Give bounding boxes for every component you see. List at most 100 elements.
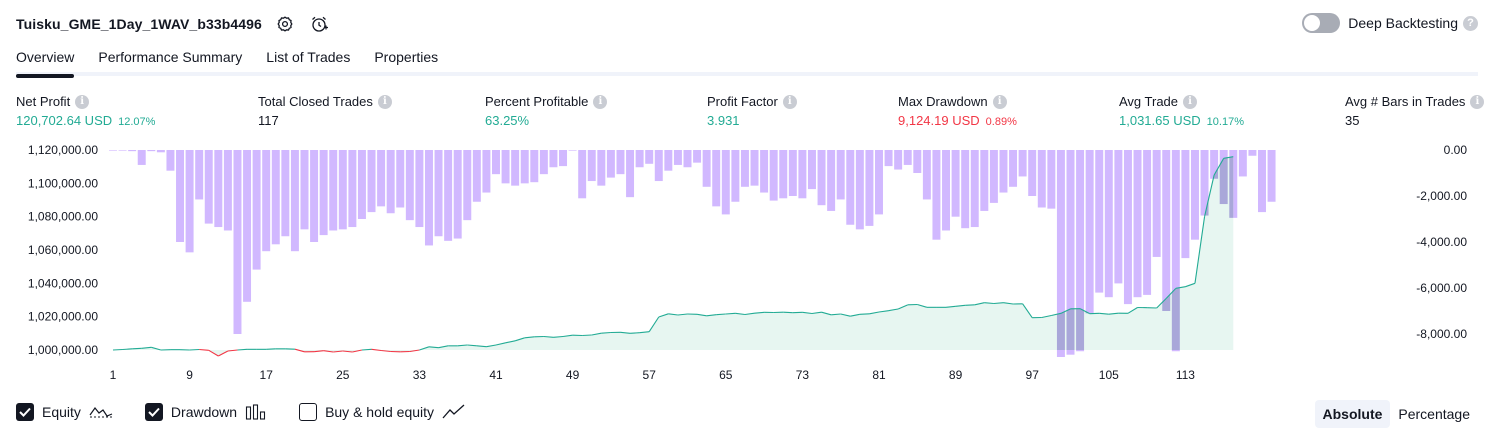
equity-line-segment — [725, 312, 736, 315]
metric-max-drawdown: Max Drawdown i 9,124.19 USD 0.89% — [898, 94, 1017, 128]
drawdown-bar — [683, 150, 692, 168]
drawdown-bar — [836, 150, 845, 200]
drawdown-bar — [482, 150, 491, 193]
drawdown-bar — [673, 150, 682, 165]
right-axis-tick: -4,000.00 — [1416, 235, 1467, 249]
drawdown-bar — [415, 150, 424, 228]
equity-line-segment — [514, 337, 525, 342]
equity-line-segment — [859, 313, 870, 315]
drawdown-bar — [875, 150, 883, 215]
drawdown-bar — [271, 150, 280, 245]
buy-hold-checkbox[interactable] — [299, 403, 318, 421]
metrics-row: Net Profit i 120,702.64 USD 12.07% Total C… — [0, 94, 1494, 134]
drawdown-bar — [530, 150, 539, 183]
deep-backtesting-toggle[interactable] — [1302, 13, 1341, 33]
info-icon[interactable]: i — [1470, 94, 1485, 109]
equity-checkbox[interactable] — [16, 403, 34, 421]
right-axis: 0.00 -2,000.00 -4,000.00 -6,000.00 -8,000.00 — [1416, 143, 1467, 341]
equity-line-segment — [984, 302, 994, 305]
drawdown-bar — [1181, 150, 1190, 259]
equity-area-fill — [113, 156, 1234, 356]
info-icon[interactable]: i — [1183, 94, 1198, 109]
info-icon[interactable]: i — [593, 94, 608, 109]
x-axis-tick: 1 — [110, 368, 117, 382]
drawdown-bar — [252, 150, 261, 270]
metric-profit-factor: Profit Factor i 3.931 — [707, 94, 797, 128]
legend-drawdown-label: Drawdown — [170, 404, 238, 420]
drawdown-bar — [137, 150, 146, 165]
metric-label: Percent Profitable — [485, 94, 589, 109]
tab-properties[interactable]: Properties — [374, 49, 439, 65]
legend-equity-label: Equity — [42, 404, 81, 420]
equity-line-segment — [821, 311, 832, 316]
drawdown-bar — [453, 150, 462, 239]
metric-avg-bars: Avg # Bars in Trades i 35 — [1345, 94, 1485, 128]
help-icon[interactable]: ? — [1463, 15, 1478, 31]
metric-value: 63.25% — [485, 113, 530, 128]
drawdown-checkbox[interactable] — [144, 403, 163, 421]
equity-line-segment — [495, 342, 506, 346]
legend-buy-hold[interactable]: Buy & hold equity — [299, 403, 466, 421]
equity-line-segment — [189, 348, 200, 351]
percentage-button[interactable]: Percentage — [1398, 406, 1470, 422]
equity-line-segment — [582, 334, 592, 337]
tab-overview[interactable]: Overview — [16, 46, 75, 78]
info-icon[interactable]: i — [75, 94, 90, 109]
metric-value: 9,124.19 USD — [898, 113, 980, 128]
info-icon[interactable]: i — [377, 94, 392, 109]
drawdown-bar — [970, 150, 979, 228]
equity-line-segment — [151, 346, 162, 351]
legend-equity[interactable]: Equity — [16, 403, 113, 421]
equity-line-segment — [1022, 303, 1033, 318]
strategy-title: Tuisku_GME_1Day_1WAV_b33b4496 — [16, 16, 262, 32]
metric-label: Max Drawdown — [898, 94, 988, 109]
left-axis-tick: 1,100,000.00 — [28, 176, 98, 190]
equity-line-segment — [993, 302, 1004, 305]
drawdown-bar — [1076, 150, 1085, 352]
drawdown-bar — [434, 150, 443, 237]
equity-line-segment — [486, 344, 497, 348]
info-icon[interactable]: i — [782, 94, 797, 109]
drawdown-bar — [128, 150, 137, 152]
x-axis-tick: 49 — [566, 368, 580, 382]
tab-performance-summary[interactable]: Performance Summary — [98, 49, 243, 65]
absolute-button[interactable]: Absolute — [1314, 400, 1391, 428]
toggle-knob — [1304, 15, 1321, 31]
equity-line-segment — [361, 348, 372, 351]
legend-drawdown[interactable]: Drawdown — [144, 403, 267, 421]
equity-line-segment — [1079, 308, 1090, 315]
drawdown-bar — [396, 150, 405, 208]
tab-list-of-trades[interactable]: List of Trades — [266, 49, 351, 65]
drawdown-bar — [903, 150, 912, 165]
equity-line-segment — [850, 313, 860, 317]
alarm-clock-icon[interactable] — [308, 13, 330, 35]
gear-icon[interactable] — [274, 13, 296, 35]
metric-value: 35 — [1345, 113, 1360, 128]
x-axis-tick: 17 — [260, 368, 274, 382]
equity-line-segment — [658, 313, 669, 318]
drawdown-bar — [166, 150, 175, 171]
drawdown-bar — [1200, 150, 1209, 216]
drawdown-bar — [626, 150, 635, 198]
drawdown-bar — [798, 150, 807, 199]
equity-line-segment — [696, 313, 707, 317]
drawdown-bar — [597, 150, 606, 186]
metric-percent: 10.17% — [1206, 116, 1244, 128]
equity-line-segment — [199, 348, 209, 351]
equity-line-segment — [783, 311, 793, 314]
right-axis-tick: -8,000.00 — [1416, 327, 1467, 341]
drawdown-bar — [664, 150, 673, 171]
equity-line-segment — [419, 346, 430, 351]
equity-line-segment — [1127, 307, 1138, 314]
drawdown-bar — [1037, 150, 1046, 208]
drawdown-bar — [310, 150, 319, 242]
drawdown-bar — [865, 150, 874, 226]
drawdown-bar — [654, 150, 663, 182]
equity-drawdown-chart[interactable]: 1,120,000.00 1,100,000.00 1,080,000.00 1,06… — [0, 140, 1494, 396]
info-icon[interactable]: i — [992, 94, 1007, 109]
equity-line-segment — [371, 348, 382, 352]
drawdown-bar — [520, 150, 529, 184]
drawdown-bar — [377, 150, 386, 207]
x-axis-tick: 113 — [1176, 368, 1195, 382]
equity-line-segment — [744, 312, 755, 316]
